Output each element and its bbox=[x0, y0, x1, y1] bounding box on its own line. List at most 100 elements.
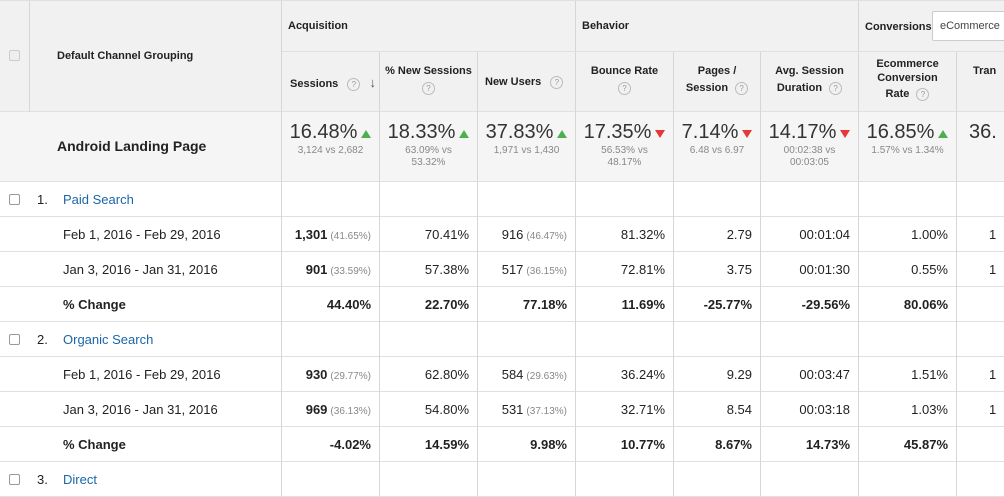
metric-cell: 1 bbox=[957, 367, 1004, 382]
metric-share: (37.13%) bbox=[526, 406, 567, 417]
row-checkbox[interactable] bbox=[9, 334, 20, 345]
channel-link[interactable]: Organic Search bbox=[63, 332, 154, 347]
metric-value: 1,301 bbox=[294, 227, 328, 242]
metric-value: 1.51% bbox=[911, 367, 948, 382]
metric-value: 969 bbox=[305, 402, 328, 417]
metric-cell: 930 (29.77%) bbox=[282, 367, 379, 382]
change-cell: 44.40% bbox=[326, 297, 371, 312]
row-divider bbox=[0, 426, 1004, 427]
col-transactions[interactable]: Tran bbox=[957, 63, 1004, 80]
metric-cell: 1 bbox=[957, 227, 1004, 242]
row-checkbox[interactable] bbox=[9, 194, 20, 205]
col-ecommerce-rate-label2: Conversion bbox=[877, 72, 938, 84]
metric-value: 00:01:04 bbox=[799, 227, 850, 242]
metric-cell: 3.75 bbox=[674, 262, 760, 277]
col-avg-duration[interactable]: Avg. Session Duration ? bbox=[761, 63, 858, 97]
col-new-sessions-label: % New Sessions bbox=[385, 65, 472, 77]
column-divider bbox=[29, 0, 30, 112]
metric-cell: 36.24% bbox=[576, 367, 673, 382]
summary-metric-compare: 56.53% vs bbox=[601, 145, 648, 156]
summary-metric-value: 37.83% bbox=[485, 121, 554, 143]
metric-share: (36.13%) bbox=[330, 406, 371, 417]
summary-metric: 37.83% 1,971 vs 1,430 bbox=[478, 121, 575, 157]
select-all-checkbox[interactable] bbox=[9, 50, 20, 61]
metric-cell: 1 bbox=[957, 262, 1004, 277]
metric-cell: 70.41% bbox=[380, 227, 477, 242]
metric-value: 0.55% bbox=[911, 262, 948, 277]
metric-value: 54.80% bbox=[424, 402, 469, 417]
summary-metric-value-line: 16.85% bbox=[859, 121, 956, 144]
metric-value: 3.75 bbox=[726, 262, 752, 277]
summary-metric-compare: 6.48 vs 6.97 bbox=[689, 145, 745, 156]
metric-cell: 0.55% bbox=[859, 262, 956, 277]
col-new-users[interactable]: New Users ? bbox=[478, 74, 575, 91]
metric-cell: 1,301 (41.65%) bbox=[282, 227, 379, 242]
col-new-sessions[interactable]: % New Sessions ? bbox=[380, 63, 477, 97]
row-index: 3. bbox=[37, 472, 48, 487]
metric-value: 1 bbox=[989, 367, 997, 382]
help-icon[interactable]: ? bbox=[735, 81, 749, 95]
summary-metric-compare: 00:03:05 bbox=[790, 157, 829, 168]
metric-cell: 1.00% bbox=[859, 227, 956, 242]
metric-value: 62.80% bbox=[424, 367, 469, 382]
col-sessions[interactable]: Sessions ? ↓ bbox=[282, 74, 379, 93]
metric-value: 517 bbox=[501, 262, 524, 277]
metric-cell: 00:03:47 bbox=[761, 367, 858, 382]
change-label: % Change bbox=[63, 297, 126, 312]
trend-down-icon bbox=[742, 129, 753, 138]
change-cell: -29.56% bbox=[801, 297, 850, 312]
date-range-label: Feb 1, 2016 - Feb 29, 2016 bbox=[63, 367, 221, 382]
help-icon[interactable]: ? bbox=[916, 87, 930, 101]
col-pages-session-label1: Pages / bbox=[697, 65, 737, 77]
metric-cell: 8.54 bbox=[674, 402, 760, 417]
column-divider bbox=[858, 0, 859, 496]
metric-cell: 584 (29.63%) bbox=[478, 367, 575, 382]
help-icon[interactable]: ? bbox=[550, 75, 564, 89]
col-pages-session[interactable]: Pages / Session ? bbox=[674, 63, 760, 97]
metric-value: 1.03% bbox=[911, 402, 948, 417]
metric-value: 72.81% bbox=[620, 262, 665, 277]
summary-metric-value: 14.17% bbox=[768, 121, 837, 143]
summary-metric-compare: 00:02:38 vs bbox=[783, 145, 836, 156]
col-transactions-label: Tran bbox=[973, 65, 997, 77]
summary-metric-value: 7.14% bbox=[681, 121, 739, 143]
metric-cell: 969 (36.13%) bbox=[282, 402, 379, 417]
trend-down-icon bbox=[840, 129, 851, 138]
summary-metric-compare: 1,971 vs 1,430 bbox=[493, 145, 560, 156]
top-border bbox=[0, 0, 1004, 1]
col-ecommerce-rate[interactable]: Ecommerce Conversion Rate ? bbox=[859, 57, 956, 101]
col-avg-duration-label2: Duration bbox=[776, 82, 823, 94]
dimension-header[interactable]: Default Channel Grouping bbox=[57, 50, 194, 62]
change-cell: 77.18% bbox=[522, 297, 567, 312]
help-icon[interactable]: ? bbox=[618, 81, 631, 95]
summary-metric: 16.85% 1.57% vs 1.34% bbox=[859, 121, 956, 157]
channel-link[interactable]: Paid Search bbox=[63, 192, 134, 207]
sort-desc-icon[interactable]: ↓ bbox=[369, 75, 376, 90]
row-checkbox[interactable] bbox=[9, 474, 20, 485]
change-cell: 14.73% bbox=[805, 437, 850, 452]
summary-metric-value: 36. bbox=[969, 121, 997, 143]
metric-value: 00:03:18 bbox=[799, 402, 850, 417]
help-icon[interactable]: ? bbox=[422, 81, 435, 95]
help-icon[interactable]: ? bbox=[347, 77, 361, 91]
date-range-label: Jan 3, 2016 - Jan 31, 2016 bbox=[63, 262, 218, 277]
summary-label: Android Landing Page bbox=[57, 138, 207, 154]
metric-cell: 57.38% bbox=[380, 262, 477, 277]
change-cell: 22.70% bbox=[424, 297, 469, 312]
metric-value: 531 bbox=[501, 402, 524, 417]
conversion-select-value: eCommerce bbox=[940, 20, 1000, 32]
column-divider bbox=[379, 51, 380, 496]
metric-share: (29.77%) bbox=[330, 371, 371, 382]
row-divider bbox=[0, 356, 1004, 357]
help-icon[interactable]: ? bbox=[829, 81, 843, 95]
change-cell: 11.69% bbox=[621, 297, 665, 312]
conversion-select[interactable]: eCommerce bbox=[932, 11, 1004, 41]
summary-metric-compare: 63.09% vs bbox=[405, 145, 452, 156]
metric-share: (46.47%) bbox=[526, 231, 567, 242]
change-label: % Change bbox=[63, 437, 126, 452]
metric-cell: 00:03:18 bbox=[761, 402, 858, 417]
column-divider bbox=[477, 51, 478, 496]
metric-value: 00:03:47 bbox=[799, 367, 850, 382]
col-bounce-rate[interactable]: Bounce Rate ? bbox=[576, 63, 673, 97]
channel-link[interactable]: Direct bbox=[63, 472, 97, 487]
